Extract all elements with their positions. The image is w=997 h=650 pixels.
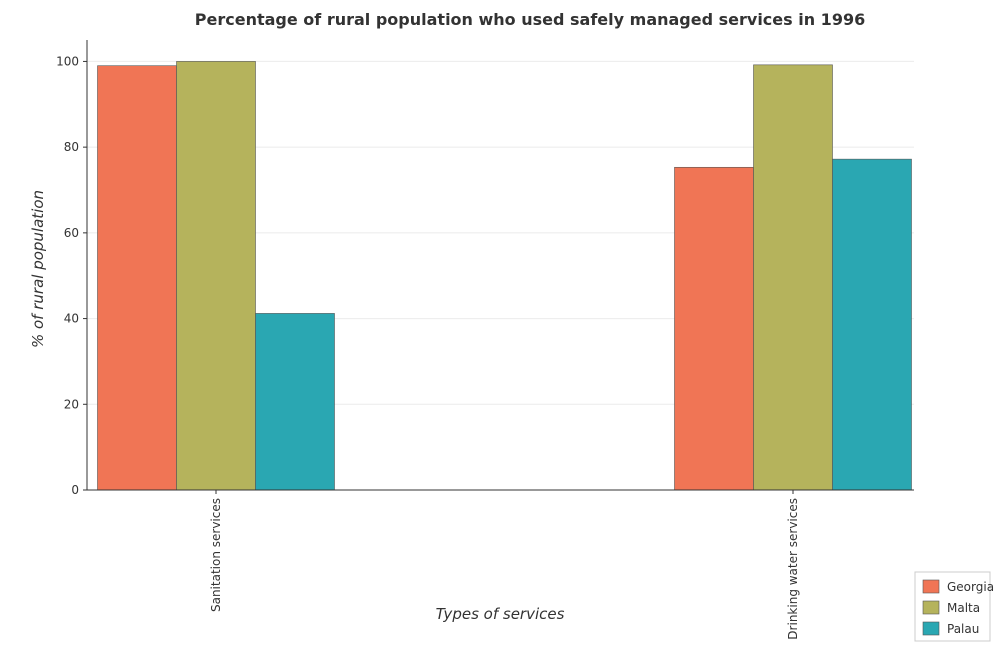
plot-area: 0 20 40 60 80 100 Sanitation services Drinking … <box>56 40 914 640</box>
x-tick-label: Sanitation services <box>209 498 223 612</box>
bar-malta <box>176 61 256 491</box>
legend-label-palau: Palau <box>947 622 979 636</box>
x-tick-label: Drinking water services <box>786 498 800 640</box>
bar-malta <box>753 64 833 491</box>
x-axis-title: Types of services <box>436 605 565 623</box>
y-tick-label: 80 <box>64 140 79 154</box>
legend: Georgia Malta Palau <box>914 571 994 642</box>
legend-swatch-malta <box>922 600 940 615</box>
bar-palau <box>255 313 335 491</box>
bar-georgia <box>97 65 177 491</box>
legend-label-malta: Malta <box>947 601 980 615</box>
y-tick-label: 20 <box>64 397 79 411</box>
legend-swatch-georgia <box>922 579 940 594</box>
y-tick-label: 0 <box>71 483 79 497</box>
chart-title: Percentage of rural population who used … <box>195 10 865 29</box>
legend-label-georgia: Georgia <box>947 580 994 594</box>
y-tick-label: 60 <box>64 226 79 240</box>
y-tick-label: 40 <box>64 312 79 326</box>
bar-georgia <box>674 166 754 491</box>
y-tick-label: 100 <box>56 54 79 68</box>
bar-palau <box>832 158 912 491</box>
y-axis-title: % of rural population <box>29 190 47 348</box>
legend-swatch-palau <box>922 621 940 636</box>
